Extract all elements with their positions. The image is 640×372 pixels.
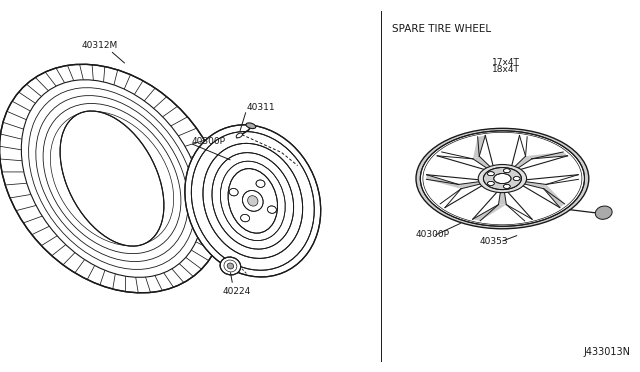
Ellipse shape — [420, 131, 584, 226]
Ellipse shape — [191, 132, 314, 270]
Ellipse shape — [478, 164, 527, 193]
Ellipse shape — [220, 161, 285, 241]
Ellipse shape — [241, 214, 250, 222]
Polygon shape — [544, 185, 564, 208]
Ellipse shape — [268, 206, 276, 213]
Polygon shape — [473, 135, 485, 159]
Ellipse shape — [227, 263, 234, 269]
Ellipse shape — [228, 169, 278, 233]
Text: 18x4T: 18x4T — [492, 65, 520, 74]
Text: SPARE TIRE WHEEL: SPARE TIRE WHEEL — [392, 24, 491, 34]
Ellipse shape — [203, 143, 303, 259]
Ellipse shape — [494, 173, 511, 184]
Ellipse shape — [488, 172, 494, 176]
Ellipse shape — [243, 190, 263, 211]
Ellipse shape — [236, 133, 243, 138]
Text: 40300P: 40300P — [416, 230, 450, 239]
Ellipse shape — [488, 182, 494, 185]
Polygon shape — [459, 180, 488, 189]
Ellipse shape — [212, 153, 294, 249]
Text: J433013N: J433013N — [584, 347, 630, 357]
Ellipse shape — [220, 257, 241, 275]
Polygon shape — [499, 187, 506, 205]
Polygon shape — [516, 180, 546, 189]
Text: 40312M: 40312M — [81, 41, 117, 50]
Ellipse shape — [21, 80, 203, 278]
Polygon shape — [473, 205, 506, 221]
Ellipse shape — [246, 123, 256, 129]
Ellipse shape — [0, 64, 225, 293]
Ellipse shape — [416, 128, 589, 229]
Text: 40353: 40353 — [480, 237, 509, 246]
Polygon shape — [511, 156, 532, 172]
Polygon shape — [426, 175, 461, 189]
Ellipse shape — [60, 111, 164, 246]
Text: 40311: 40311 — [246, 103, 275, 112]
Ellipse shape — [503, 169, 510, 173]
Ellipse shape — [229, 189, 238, 196]
Text: 40300P: 40300P — [192, 137, 226, 146]
Polygon shape — [525, 152, 568, 159]
Ellipse shape — [483, 167, 522, 190]
Ellipse shape — [248, 196, 258, 206]
Text: 40224: 40224 — [223, 287, 251, 296]
Ellipse shape — [513, 177, 520, 180]
Ellipse shape — [503, 185, 510, 189]
Ellipse shape — [185, 125, 321, 277]
Ellipse shape — [256, 180, 265, 187]
Text: 17x4T: 17x4T — [492, 58, 520, 67]
Polygon shape — [473, 156, 494, 172]
Ellipse shape — [595, 206, 612, 219]
